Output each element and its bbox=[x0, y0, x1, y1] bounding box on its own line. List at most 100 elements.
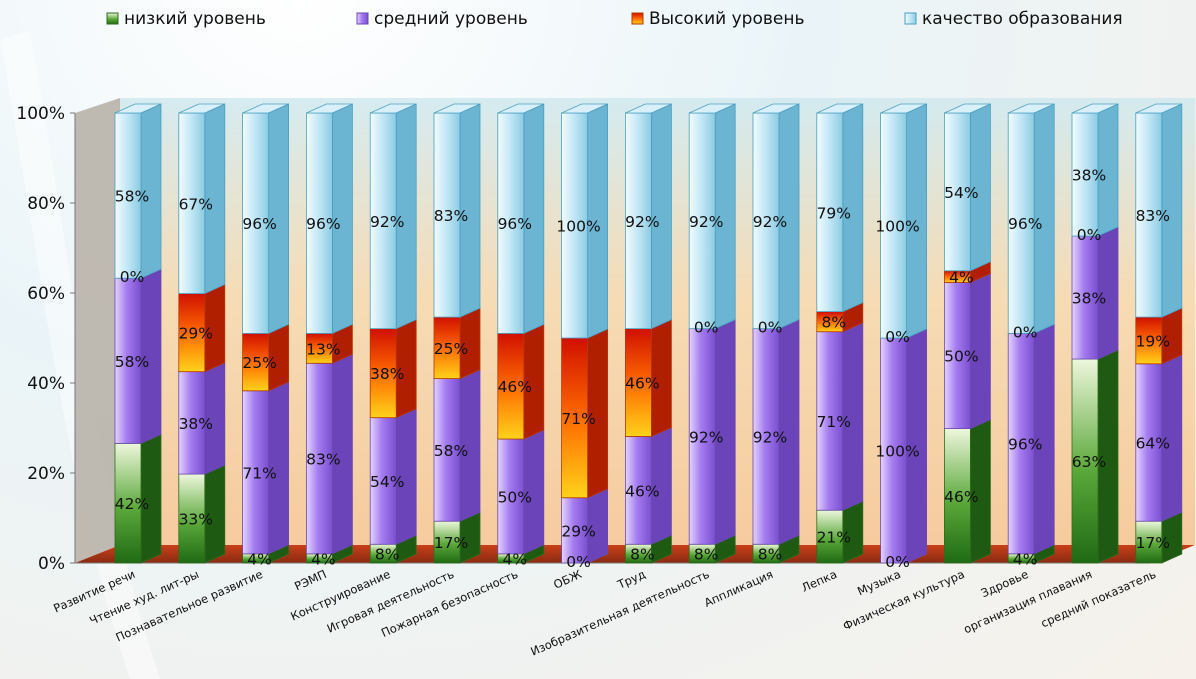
data-label: 71% bbox=[817, 413, 851, 431]
bar-segment bbox=[497, 323, 545, 440]
data-label: 92% bbox=[753, 213, 787, 231]
data-label: 8% bbox=[375, 546, 400, 564]
bar-segment bbox=[433, 511, 481, 564]
bar-segment bbox=[114, 268, 162, 444]
legend-swatch bbox=[631, 12, 644, 25]
category-label: Музыка bbox=[855, 567, 903, 598]
data-label: 46% bbox=[625, 482, 659, 500]
bar-segment bbox=[625, 103, 672, 330]
data-label: 17% bbox=[1136, 534, 1170, 552]
data-label: 46% bbox=[625, 375, 659, 393]
bar-segment bbox=[1071, 349, 1119, 564]
data-label: 42% bbox=[115, 495, 149, 513]
bar-segment bbox=[625, 319, 672, 438]
data-label: 83% bbox=[306, 451, 340, 469]
bar-segment bbox=[1135, 307, 1183, 365]
bar-segment bbox=[880, 103, 927, 339]
bar-segment bbox=[305, 323, 353, 364]
data-label: 25% bbox=[434, 340, 468, 358]
bar-segment bbox=[944, 103, 991, 272]
legend-label: качество образования bbox=[922, 9, 1123, 29]
data-label: 100% bbox=[875, 218, 919, 236]
bar-segment bbox=[688, 103, 736, 330]
data-label: 46% bbox=[944, 488, 978, 506]
bar-segment bbox=[369, 103, 417, 330]
data-label: 0% bbox=[566, 553, 591, 571]
data-label: 0% bbox=[1077, 226, 1102, 244]
bar-segment bbox=[369, 534, 417, 564]
data-label: 4% bbox=[949, 269, 974, 287]
data-label: 92% bbox=[753, 428, 787, 446]
bar-segment bbox=[752, 103, 800, 330]
data-label: 92% bbox=[625, 213, 659, 231]
legend-swatch bbox=[356, 12, 369, 25]
category-label: ОБЖ bbox=[551, 567, 584, 592]
data-label: 58% bbox=[115, 188, 149, 206]
data-label: 0% bbox=[885, 328, 910, 346]
bar-segment bbox=[114, 433, 162, 564]
data-label: 100% bbox=[556, 218, 600, 236]
bar-segment bbox=[369, 319, 417, 419]
data-label: 8% bbox=[694, 546, 719, 564]
plot-side-wall bbox=[75, 98, 120, 563]
data-label: 96% bbox=[498, 215, 532, 233]
data-label: 4% bbox=[311, 550, 336, 568]
bar-segment bbox=[1007, 323, 1055, 555]
bar-segment bbox=[433, 103, 481, 318]
bar-segment bbox=[369, 408, 417, 545]
y-axis-ticks: 0% 20% 40% 60% 80% 100% bbox=[16, 104, 75, 574]
data-label: 58% bbox=[434, 442, 468, 460]
data-label: 0% bbox=[885, 553, 910, 571]
bar-segment bbox=[1071, 103, 1119, 237]
legend-label: низкий уровень bbox=[124, 9, 266, 29]
category-label: Аппликация bbox=[702, 567, 775, 610]
data-label: 21% bbox=[817, 529, 851, 547]
chart-legend: низкий уровень средний уровень Высокий уро… bbox=[106, 9, 1123, 29]
data-label: 8% bbox=[758, 546, 783, 564]
data-labels: 42% 58% 0% 58% 33% 38% 29% 67% 4% 71% 25% 96% 4% 83% 1… bbox=[115, 167, 1170, 571]
bar-segment bbox=[816, 301, 864, 333]
data-label: 71% bbox=[242, 464, 276, 482]
data-label: 8% bbox=[822, 314, 847, 332]
bar-segment bbox=[625, 534, 672, 564]
y-tick-label: 0% bbox=[38, 554, 65, 574]
data-label: 29% bbox=[561, 522, 595, 540]
data-label: 4% bbox=[247, 550, 272, 568]
bar-segment bbox=[561, 328, 608, 499]
data-label: 8% bbox=[630, 546, 655, 564]
data-label: 4% bbox=[503, 550, 528, 568]
bar-segment bbox=[305, 103, 353, 335]
data-label: 0% bbox=[694, 319, 719, 337]
data-label: 0% bbox=[1013, 323, 1038, 341]
bar-segment bbox=[497, 429, 545, 555]
data-label: 83% bbox=[434, 207, 468, 225]
bar-segment bbox=[242, 323, 290, 392]
data-label: 54% bbox=[944, 184, 978, 202]
bar-segment bbox=[1135, 511, 1183, 564]
bar-segment bbox=[242, 103, 290, 335]
bar-segment bbox=[1135, 103, 1183, 318]
data-label: 67% bbox=[179, 195, 213, 213]
bar-segment bbox=[178, 283, 226, 373]
category-label: Труд bbox=[614, 567, 647, 592]
bars bbox=[114, 103, 1183, 564]
data-label: 83% bbox=[1136, 207, 1170, 225]
data-label: 50% bbox=[498, 488, 532, 506]
data-label: 38% bbox=[1072, 167, 1106, 185]
bar-segment bbox=[816, 500, 864, 564]
data-label: 63% bbox=[1072, 453, 1106, 471]
bar-segment bbox=[1135, 354, 1183, 522]
bar-segment bbox=[752, 319, 800, 545]
legend-label: средний уровень bbox=[374, 9, 528, 29]
y-tick-label: 20% bbox=[27, 464, 65, 484]
bar-segment bbox=[880, 328, 927, 564]
data-label: 54% bbox=[370, 473, 404, 491]
bar-segment bbox=[944, 272, 991, 430]
bar-segment bbox=[561, 103, 608, 339]
data-label: 13% bbox=[306, 340, 340, 358]
bar-segment bbox=[178, 362, 226, 475]
data-label: 17% bbox=[434, 534, 468, 552]
data-label: 46% bbox=[498, 378, 532, 396]
category-label: Лепка bbox=[799, 567, 839, 595]
